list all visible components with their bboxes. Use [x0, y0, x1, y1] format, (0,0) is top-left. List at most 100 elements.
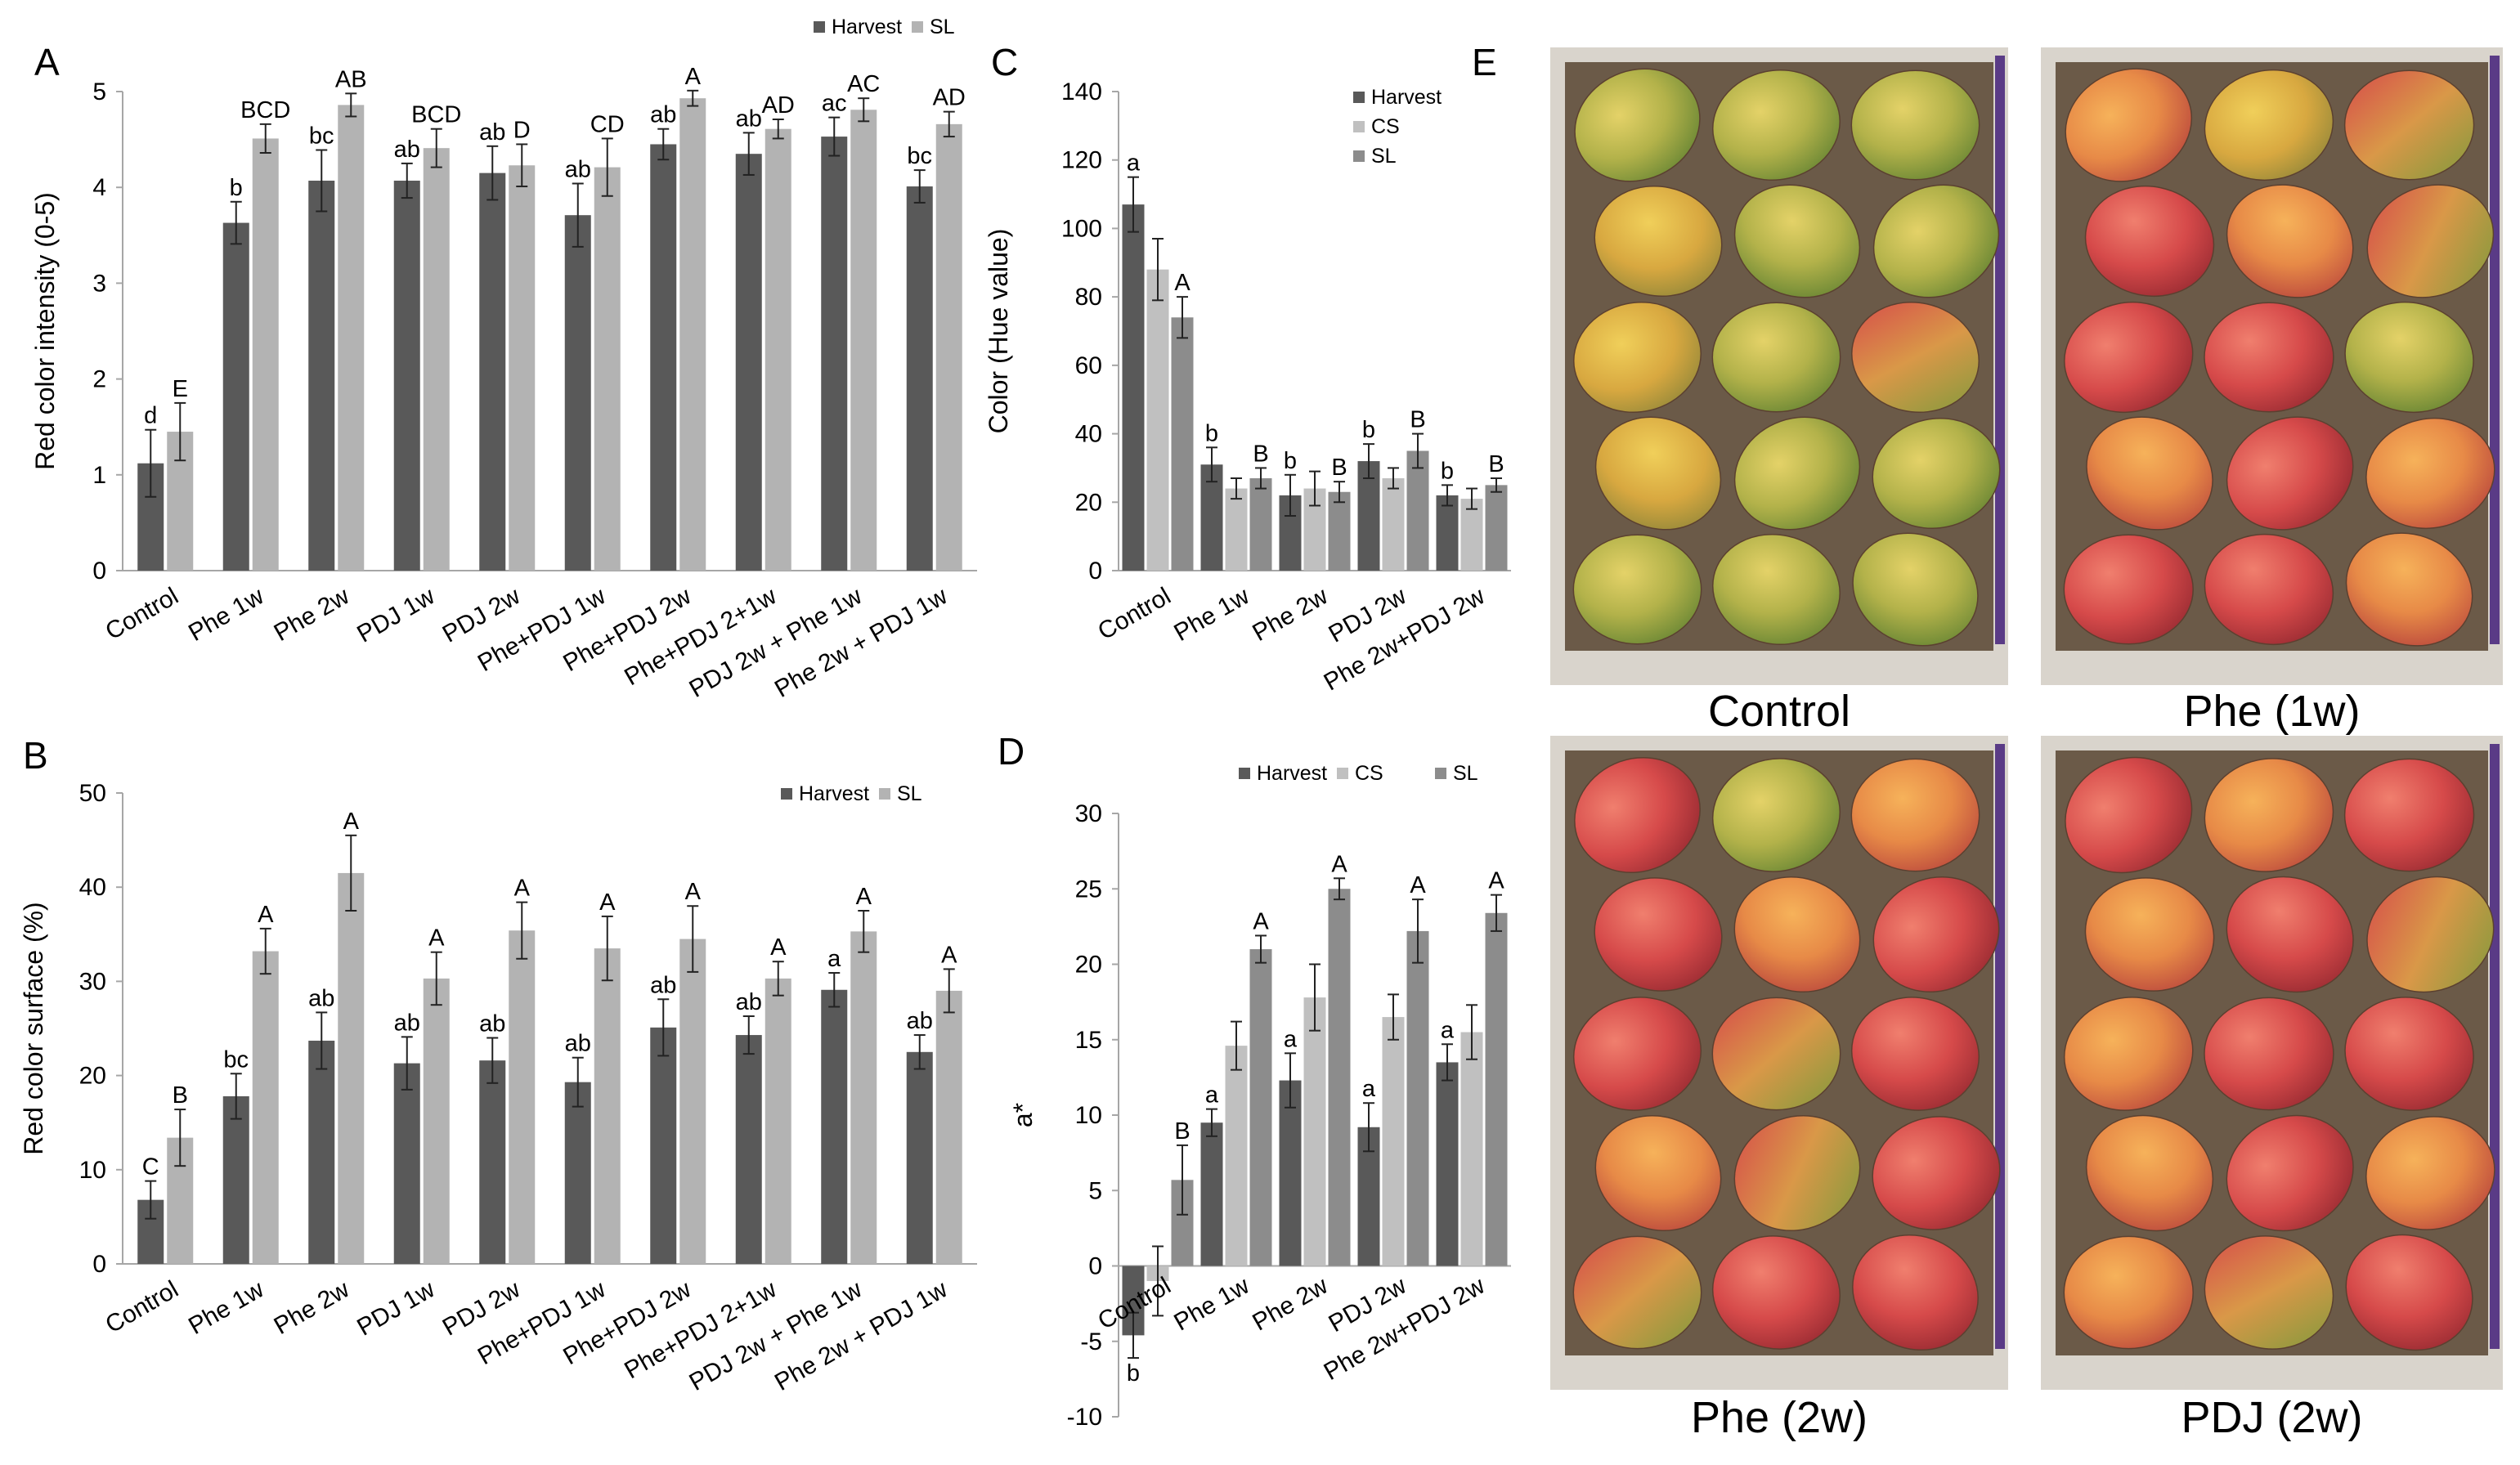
bar-cs: [1382, 1017, 1405, 1266]
mango: [1572, 534, 1702, 645]
x-tick-label: PDJ 1w: [352, 1275, 439, 1341]
legend-label-harvest: Harvest: [799, 782, 869, 805]
y-axis-label: Red color intensity (0-5): [30, 192, 60, 470]
significance-letter: b: [1205, 420, 1218, 446]
mango: [1712, 69, 1841, 181]
mango: [1711, 997, 1841, 1111]
legend-swatch-harvest: [781, 788, 792, 800]
significance-letter: A: [428, 925, 445, 952]
y-tick-label: 10: [1075, 1102, 1102, 1129]
mango: [1594, 185, 1723, 298]
bar-sl: [252, 951, 279, 1264]
bar-harvest: [1436, 495, 1459, 571]
photo-caption: Phe (1w): [2183, 687, 2360, 736]
legend-label-harvest: Harvest: [1371, 86, 1442, 109]
bar-cs: [1460, 1032, 1483, 1266]
mango: [2345, 532, 2473, 647]
significance-letter: ab: [736, 105, 762, 132]
mango: [2344, 301, 2474, 414]
bar-harvest: [1279, 1080, 1302, 1266]
significance-letter: BCD: [240, 97, 290, 123]
y-tick-label: 80: [1075, 284, 1102, 311]
y-tick-label: 5: [92, 78, 106, 105]
x-tick-label: Control: [101, 582, 182, 645]
bar-harvest: [479, 172, 506, 571]
significance-letter: A: [1174, 270, 1190, 296]
mango: [2204, 758, 2334, 872]
significance-letter: A: [1253, 908, 1269, 934]
y-tick-label: 2: [92, 366, 106, 393]
bar-harvest: [1436, 1062, 1459, 1266]
bar-sl: [1328, 491, 1351, 571]
significance-letter: D: [513, 117, 531, 143]
bar-sl: [594, 167, 621, 571]
crate-stripe: [1995, 744, 2005, 1349]
y-tick-label: -10: [1067, 1404, 1102, 1431]
x-tick-label: Control: [101, 1275, 182, 1338]
y-tick-label: 30: [1075, 800, 1102, 827]
mango: [1594, 1114, 1722, 1232]
significance-letter: C: [142, 1154, 159, 1181]
mango: [1711, 1235, 1841, 1350]
legend: Harvest CS SL: [1239, 762, 1478, 785]
bar-harvest: [650, 1027, 677, 1264]
bar-harvest: [821, 989, 848, 1264]
significance-letter: b: [1441, 458, 1454, 484]
chart-panel-A: A Red color intensity (0-5) 0 1 2 3 4 5 dE Contro…: [30, 16, 977, 703]
legend-label-harvest: Harvest: [832, 16, 902, 38]
bar-sl: [935, 123, 962, 571]
significance-letter: ab: [479, 1011, 505, 1037]
bar-harvest: [735, 154, 762, 571]
legend-label-harvest: Harvest: [1257, 762, 1327, 785]
significance-letter: CD: [590, 111, 625, 137]
y-tick-label: 0: [92, 1251, 106, 1278]
mango: [2204, 1235, 2334, 1350]
mango: [1872, 417, 2001, 530]
significance-letter: a: [1362, 1076, 1376, 1102]
mango: [2226, 876, 2354, 993]
y-tick-label: 30: [79, 968, 106, 995]
significance-letter: ab: [650, 972, 676, 998]
y-tick-label: 20: [1075, 489, 1102, 516]
panel-letter-B: B: [23, 734, 48, 777]
significance-letter: b: [230, 175, 243, 201]
y-tick-label: 40: [79, 874, 106, 901]
significance-letter: AD: [933, 85, 966, 111]
photo-caption: Phe (2w): [1691, 1393, 1868, 1442]
bar-sl: [594, 948, 621, 1264]
bar-sl: [1406, 450, 1429, 571]
bar-harvest: [821, 137, 848, 571]
legend-swatch-cs: [1353, 121, 1365, 132]
photo-crate: Phe (1w): [2041, 47, 2503, 736]
mango: [1733, 184, 1861, 298]
chart-panel-C: C Color (Hue value) 0 20 40 60 80 100 120 140 a A Co…: [984, 41, 1511, 697]
mango: [2065, 756, 2193, 874]
mango: [1712, 533, 1841, 646]
y-tick-label: 5: [1088, 1177, 1102, 1204]
x-tick-label: Phe 1w: [1169, 582, 1253, 647]
significance-letter: A: [941, 942, 957, 968]
legend-swatch-harvest: [1353, 92, 1365, 103]
bar-cs: [1460, 499, 1483, 571]
legend-label-sl: SL: [1453, 762, 1478, 785]
bar-sl: [1249, 477, 1272, 571]
significance-letter: A: [258, 902, 274, 928]
bar-sl: [679, 98, 706, 571]
bar-sl: [935, 990, 962, 1264]
photo-crate: PDJ (2w): [2041, 736, 2503, 1442]
mango: [2204, 302, 2334, 413]
bar-harvest: [308, 180, 335, 571]
bar-cs: [1225, 488, 1248, 571]
legend-label-cs: CS: [1355, 762, 1383, 785]
mango: [1574, 68, 1701, 182]
significance-letter: ab: [565, 1031, 591, 1057]
panel-letter-E: E: [1472, 41, 1497, 83]
significance-letter: A: [1410, 872, 1426, 898]
mango: [1733, 876, 1861, 993]
bar-harvest: [1357, 461, 1380, 571]
significance-letter: ab: [479, 119, 505, 146]
x-tick-label: Control: [1093, 582, 1175, 645]
significance-letter: B: [173, 1082, 188, 1109]
significance-letter: A: [599, 889, 616, 916]
legend-label-cs: CS: [1371, 115, 1400, 138]
